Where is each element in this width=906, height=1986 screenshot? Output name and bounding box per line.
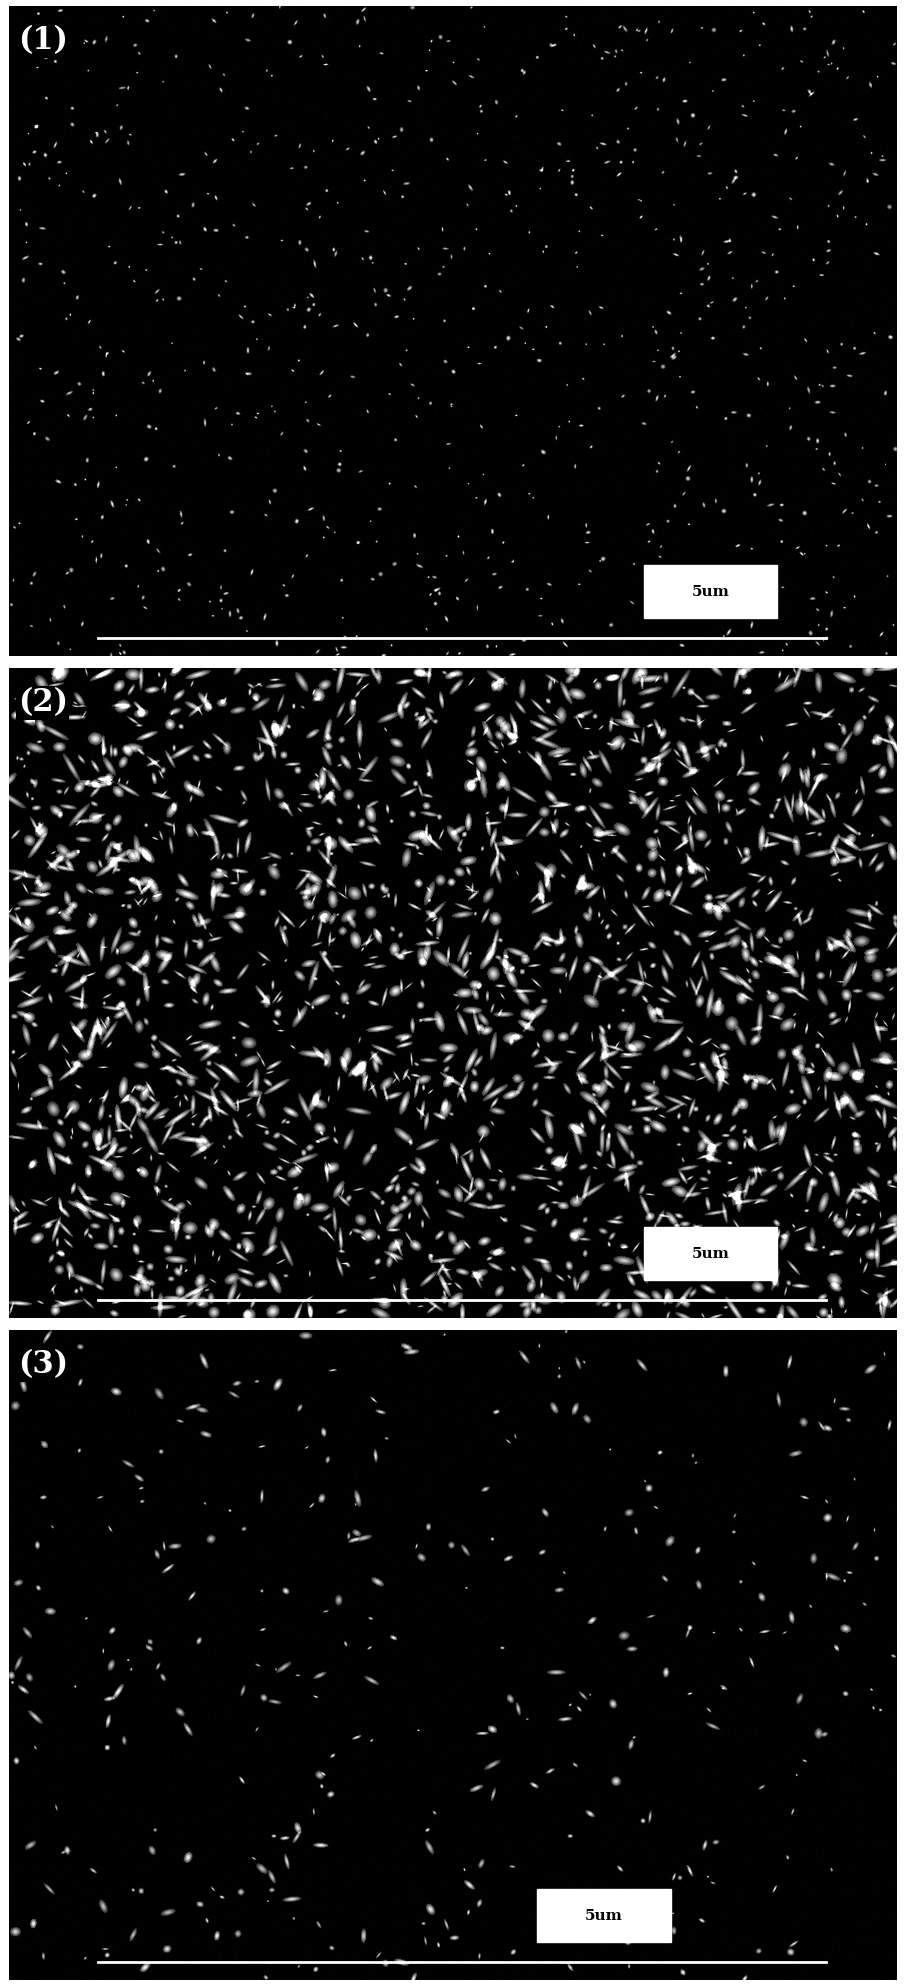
FancyBboxPatch shape [644,1227,777,1281]
Text: (1): (1) [18,26,68,56]
Text: 5um: 5um [585,1909,623,1922]
FancyBboxPatch shape [537,1889,670,1942]
Text: 5um: 5um [691,1247,729,1261]
Text: (2): (2) [18,687,68,719]
Text: 5um: 5um [691,584,729,598]
FancyBboxPatch shape [644,566,777,618]
Text: (3): (3) [18,1348,68,1380]
